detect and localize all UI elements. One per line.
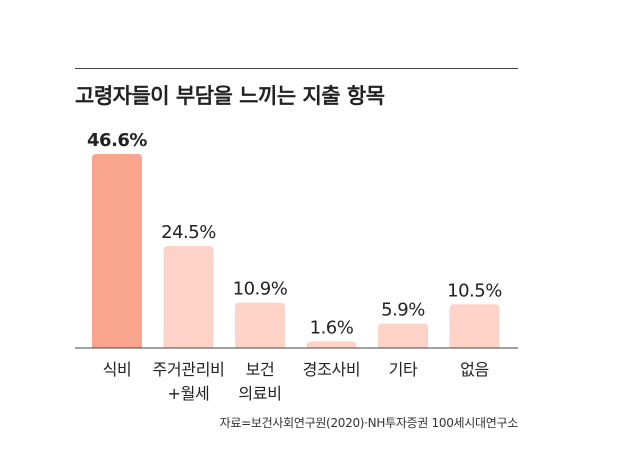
data-label: 1.6% [310,317,354,338]
bar [235,302,285,352]
category-label: 보건 [246,360,275,379]
title-top-rule [75,68,518,69]
bar [163,246,214,352]
data-label: 5.9% [381,299,425,320]
category-label: 식비 [103,360,132,379]
bar [449,304,500,352]
category-label: 경조사비 [303,360,361,379]
category-label: 없음 [460,360,489,379]
data-label: 46.6% [87,130,147,151]
category-label: +월세 [168,384,210,403]
category-label: 주거관리비 [152,360,224,379]
chart-title: 고령자들이 부담을 느끼는 지출 항목 [75,84,385,108]
bar [378,323,428,352]
data-label: 24.5% [161,222,216,243]
data-label: 10.5% [447,280,502,301]
data-label: 10.9% [233,279,288,300]
bar [92,154,142,352]
category-label: 의료비 [238,384,281,403]
source-note: 자료=보건사회연구원(2020)·NH투자증권 100세시대연구소 [219,416,519,430]
category-label: 기타 [389,360,418,379]
baseline-mask [75,348,518,352]
